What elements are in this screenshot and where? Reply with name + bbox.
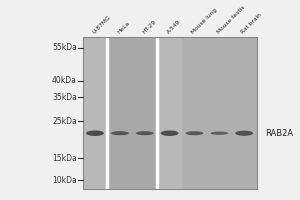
Bar — [82, 37, 256, 189]
Ellipse shape — [210, 132, 228, 135]
Text: Mouse testis: Mouse testis — [216, 5, 246, 35]
Text: 35kDa: 35kDa — [52, 93, 77, 102]
Text: 55kDa: 55kDa — [52, 43, 77, 52]
Bar — [157, 37, 182, 189]
Text: 40kDa: 40kDa — [52, 76, 77, 85]
Bar — [82, 37, 256, 189]
Bar — [82, 37, 107, 189]
Text: 15kDa: 15kDa — [52, 154, 77, 163]
Text: RAB2A: RAB2A — [265, 129, 293, 138]
Text: A-549: A-549 — [166, 19, 182, 35]
Text: 10kDa: 10kDa — [52, 176, 77, 185]
Ellipse shape — [111, 131, 129, 135]
Text: HT-29: HT-29 — [141, 19, 157, 35]
Text: U-87MG: U-87MG — [92, 14, 112, 35]
Ellipse shape — [161, 130, 178, 136]
Ellipse shape — [235, 131, 253, 136]
Ellipse shape — [136, 131, 154, 135]
Ellipse shape — [185, 131, 203, 135]
Bar — [182, 37, 256, 189]
Ellipse shape — [86, 130, 104, 136]
Text: 25kDa: 25kDa — [52, 117, 77, 126]
Text: Rat brain: Rat brain — [241, 12, 263, 35]
Bar — [107, 37, 157, 189]
Text: Mouse lung: Mouse lung — [191, 7, 218, 35]
Text: HeLa: HeLa — [116, 20, 130, 35]
